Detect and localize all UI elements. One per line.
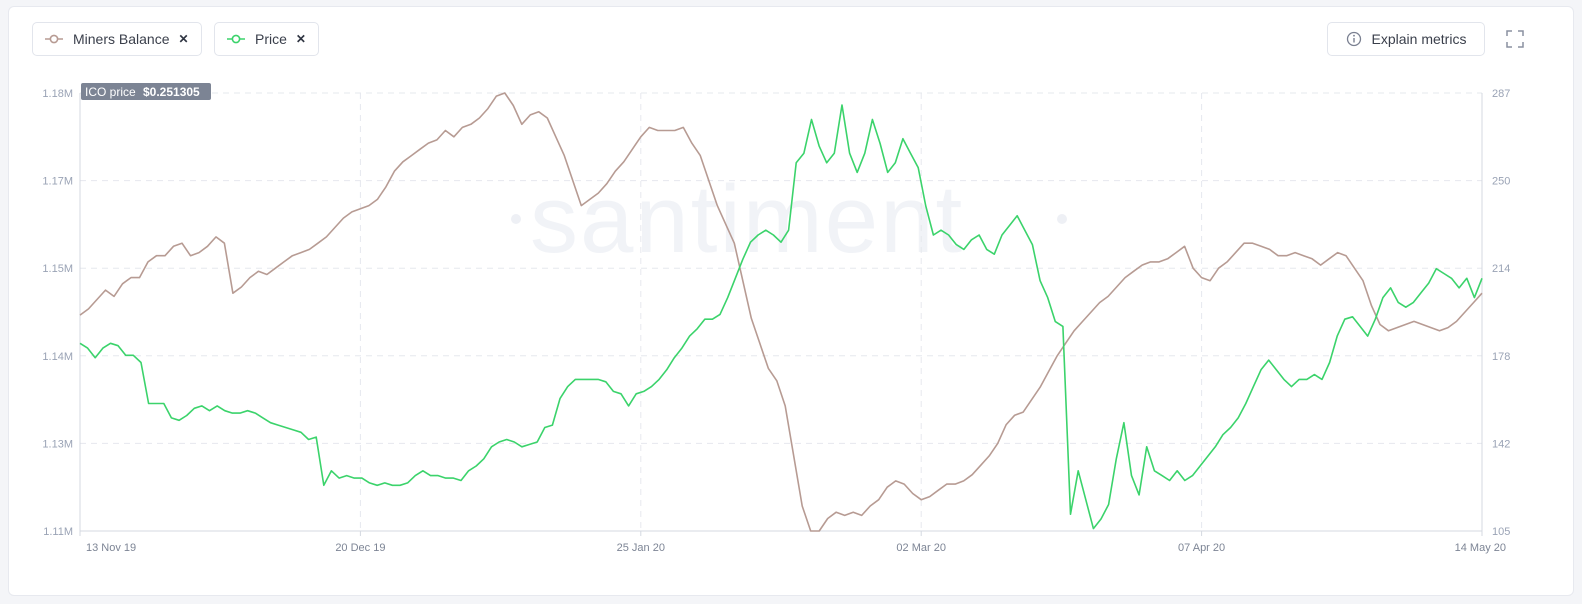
annotation-prefix: ICO price <box>85 85 136 99</box>
legend-label: Miners Balance <box>73 31 170 47</box>
close-icon[interactable]: ✕ <box>295 32 306 46</box>
legend-chip-price[interactable]: Price ✕ <box>214 22 319 56</box>
legend-chip-miners-balance[interactable]: Miners Balance ✕ <box>32 22 202 56</box>
annotation-value: $0.251305 <box>143 85 200 99</box>
y-right-tick-label: 250 <box>1492 176 1510 188</box>
info-icon <box>1346 31 1362 47</box>
y-left-tick-label: 1.11M <box>43 526 73 538</box>
x-tick-label: 13 Nov 19 <box>86 542 136 554</box>
y-left-tick-label: 1.13M <box>42 438 73 450</box>
y-right-tick-label: 105 <box>1492 526 1510 538</box>
x-tick-label: 20 Dec 19 <box>335 542 385 554</box>
y-right-tick-label: 142 <box>1492 438 1510 450</box>
x-tick-label: 07 Apr 20 <box>1178 542 1225 554</box>
y-axis-right: 105 142 178 214 250 287 <box>1481 88 1510 538</box>
series-lines <box>79 92 1483 532</box>
x-axis: 13 Nov 19 20 Dec 19 25 Jan 20 02 Mar 20 07 A… <box>79 530 1506 554</box>
y-right-tick-label: 178 <box>1492 351 1510 363</box>
y-left-tick-label: 1.17M <box>42 176 73 188</box>
x-tick-label: 02 Mar 20 <box>896 542 946 554</box>
line-marker-icon <box>45 34 63 44</box>
chart-card <box>8 6 1574 596</box>
explain-metrics-label: Explain metrics <box>1371 31 1467 47</box>
x-tick-label: 25 Jan 20 <box>617 542 665 554</box>
x-tick-label: 14 May 20 <box>1455 542 1506 554</box>
line-marker-icon <box>227 34 245 44</box>
series-line-price <box>79 104 1483 530</box>
y-left-tick-label: 1.15M <box>42 263 73 275</box>
series-line-miners-balance <box>79 92 1483 532</box>
y-right-tick-label: 287 <box>1492 88 1510 100</box>
y-right-tick-label: 214 <box>1492 263 1510 275</box>
ico-price-annotation: ICO price $0.251305 <box>81 83 211 100</box>
y-axis-left: 1.11M 1.13M 1.14M 1.15M 1.17M 1.18M <box>42 88 81 538</box>
explain-metrics-button[interactable]: Explain metrics <box>1327 22 1485 56</box>
legend-label: Price <box>255 31 287 47</box>
watermark-dot <box>1057 214 1067 224</box>
annotation-background <box>81 83 211 100</box>
watermark-dot <box>511 214 521 224</box>
fullscreen-icon[interactable] <box>1506 30 1524 48</box>
y-left-tick-label: 1.18M <box>42 88 73 100</box>
grid <box>80 92 1482 532</box>
close-icon[interactable]: ✕ <box>178 32 189 46</box>
y-left-tick-label: 1.14M <box>42 351 73 363</box>
watermark-text: santiment <box>530 166 964 273</box>
